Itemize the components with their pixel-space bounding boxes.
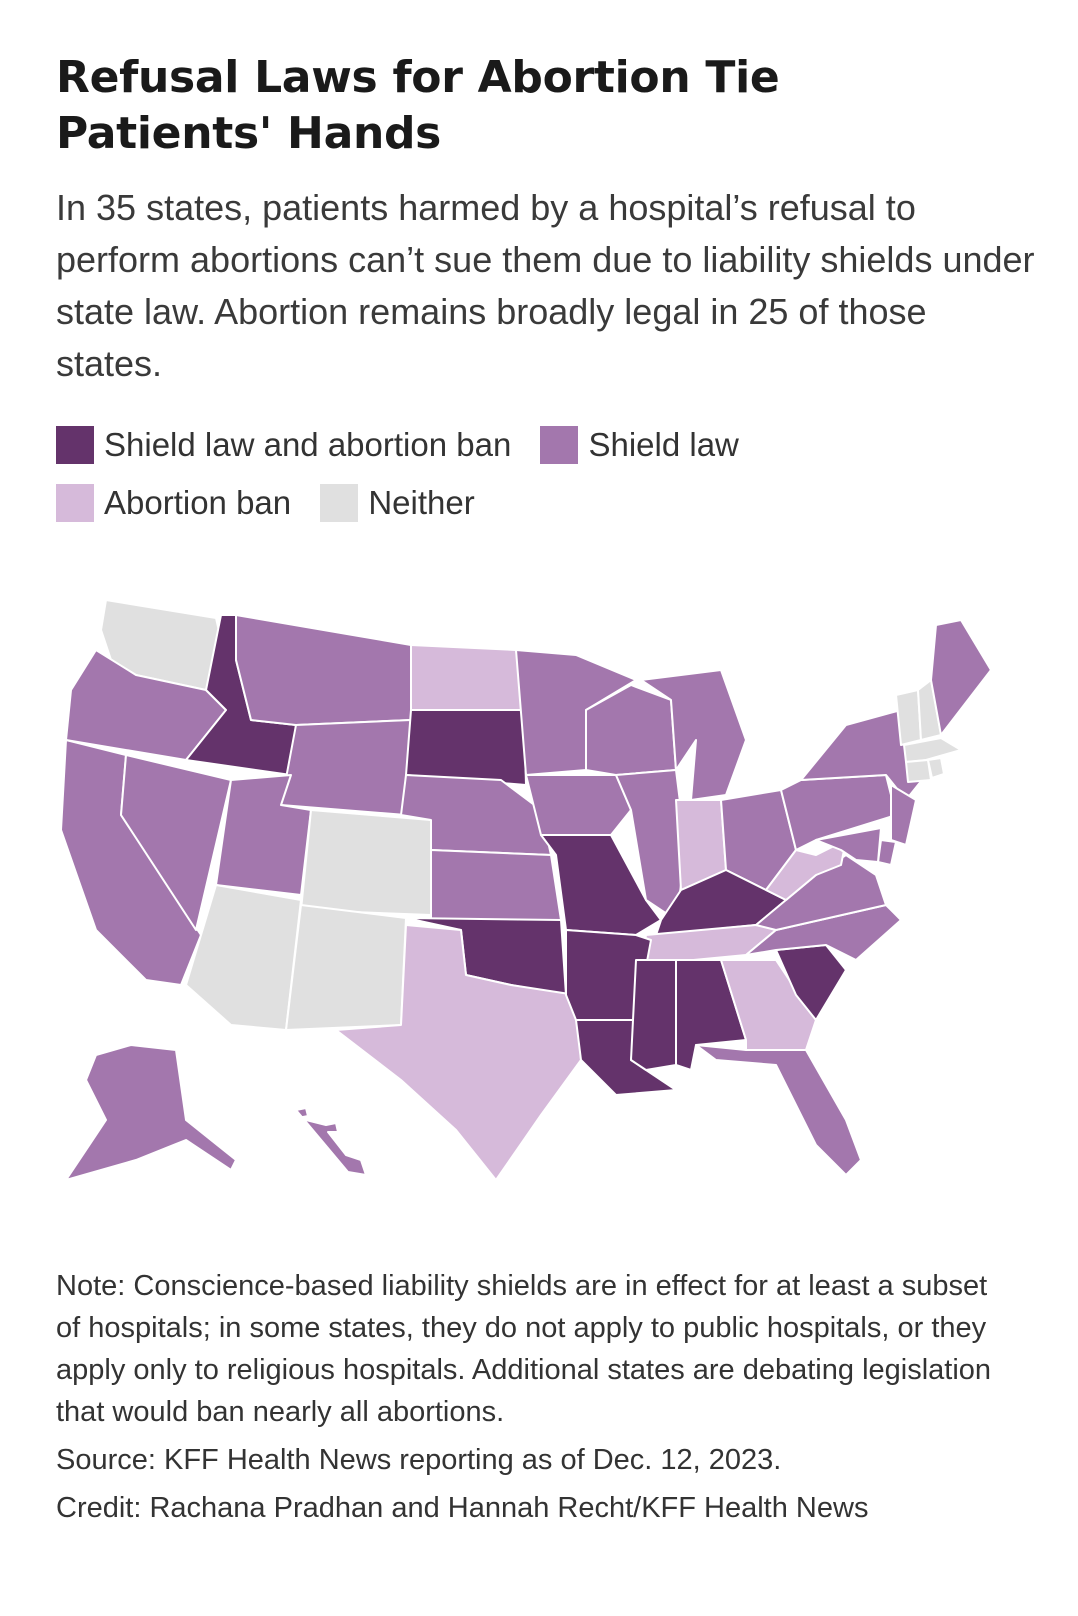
state-ri <box>927 757 945 779</box>
state-tx <box>335 924 582 1181</box>
header: Refusal Laws for Abortion Tie Patients' … <box>56 50 1036 532</box>
page-title: Refusal Laws for Abortion Tie Patients' … <box>56 52 780 159</box>
state-mo <box>540 834 662 936</box>
state-wy <box>280 719 412 816</box>
legend-swatch <box>540 426 579 464</box>
note: Note: Conscience-based liability shields… <box>56 1270 992 1428</box>
legend-item-ban: Abortion ban <box>56 474 291 532</box>
state-nv <box>120 754 232 931</box>
us-map-svg <box>60 600 992 1181</box>
state-de <box>877 839 897 866</box>
state-ms <box>630 959 677 1071</box>
legend-label: Abortion ban <box>104 484 292 521</box>
state-sd <box>405 709 527 786</box>
state-ma <box>903 737 962 763</box>
state-me <box>930 619 992 736</box>
state-md <box>815 827 882 863</box>
subtitle: In 35 states, patients harmed by a hospi… <box>56 187 1035 384</box>
state-ct <box>905 759 932 783</box>
state-vt <box>895 689 922 746</box>
legend-swatch <box>320 484 359 522</box>
state-nm <box>285 904 407 1031</box>
state-ia <box>525 774 632 836</box>
state-ak <box>65 1044 237 1181</box>
credit: Credit: Rachana Pradhan and Hannah Recht… <box>56 1492 869 1524</box>
legend: Shield law and abortion ban Shield law A… <box>56 416 776 532</box>
legend-label: Shield law and abortion ban <box>104 426 512 463</box>
legend-item-shield-and-ban: Shield law and abortion ban <box>56 416 511 474</box>
legend-item-neither: Neither <box>320 474 475 532</box>
legend-label: Neither <box>368 484 475 521</box>
state-mt <box>235 614 412 726</box>
footnotes: Note: Conscience-based liability shields… <box>56 1265 1016 1529</box>
legend-item-shield: Shield law <box>540 416 739 474</box>
us-map <box>56 600 1026 1210</box>
state-hi <box>295 1107 367 1176</box>
legend-label: Shield law <box>588 426 739 463</box>
state-fl <box>695 1044 862 1176</box>
state-az <box>185 884 302 1031</box>
legend-swatch <box>56 426 94 464</box>
state-co <box>300 809 432 916</box>
state-nj <box>890 784 917 846</box>
source: Source: KFF Health News reporting as of … <box>56 1444 782 1476</box>
state-nd <box>410 644 525 711</box>
legend-swatch <box>56 484 94 522</box>
state-ks <box>430 849 562 921</box>
